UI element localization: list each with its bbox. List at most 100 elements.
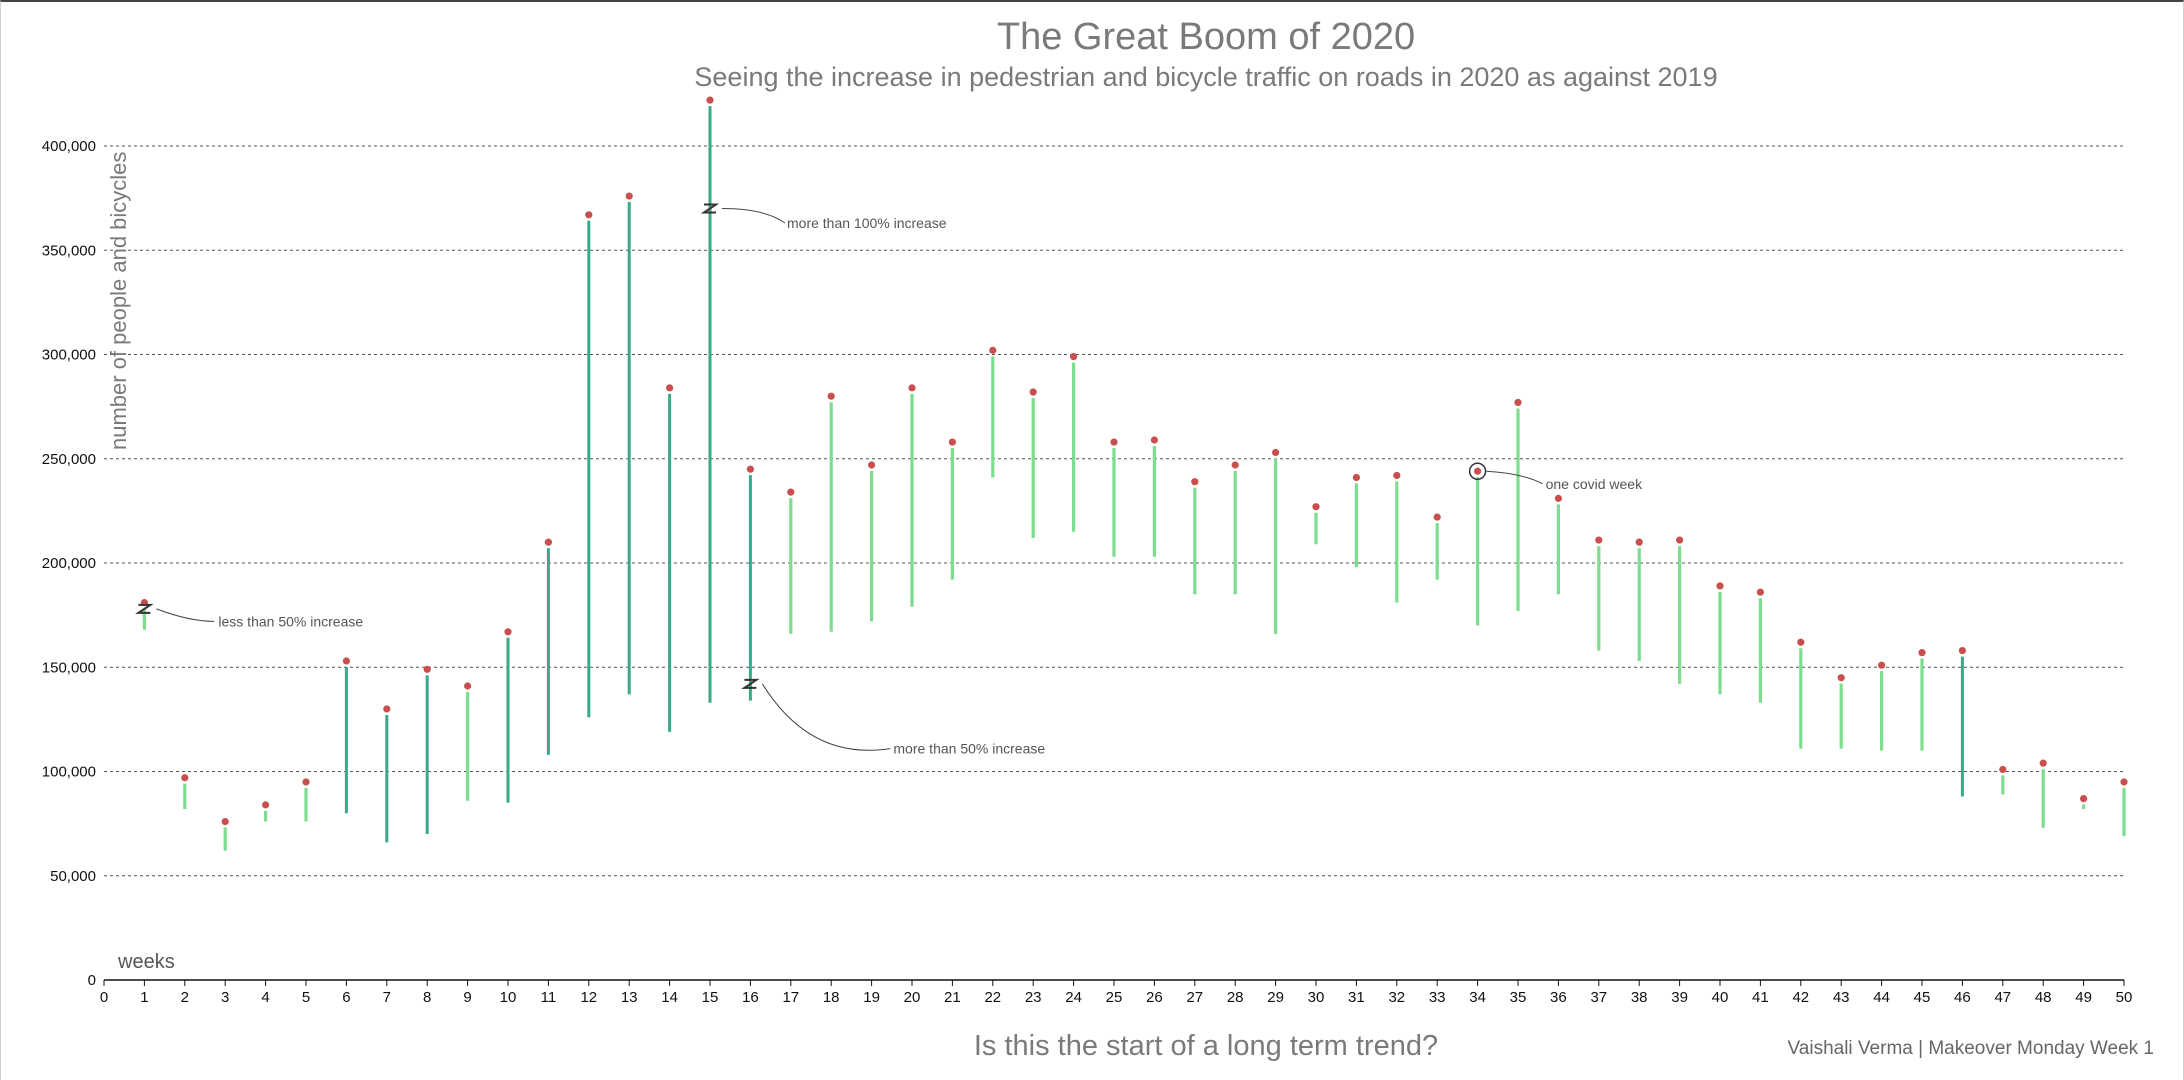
y-axis-title: number of people and bicycles (106, 152, 131, 450)
x-tick-label: 0 (100, 989, 108, 1006)
x-axis-unit-label: weeks (117, 951, 175, 973)
dot-week-35 (1514, 398, 1522, 407)
dot-week-30 (1312, 503, 1320, 511)
annotation-text: more than 50% increase (893, 741, 1045, 757)
dot-week-28 (1231, 461, 1239, 469)
x-tick-label: 14 (661, 989, 678, 1006)
dot-week-31 (1352, 473, 1360, 482)
dot-week-13 (625, 192, 633, 200)
dot-week-27 (1191, 478, 1199, 486)
dot-week-48 (2039, 759, 2047, 767)
x-tick-label: 19 (863, 989, 880, 1006)
dot-week-34 (1474, 467, 1482, 475)
y-tick-label: 0 (88, 972, 96, 989)
dot-week-50 (2120, 778, 2128, 786)
x-tick-label: 43 (1833, 989, 1850, 1006)
x-tick-label: 36 (1550, 989, 1567, 1006)
dot-week-5 (302, 778, 310, 786)
annotation-marker (1468, 462, 1487, 481)
y-tick-label: 250,000 (42, 451, 96, 468)
annotation-connector (721, 208, 786, 224)
annotation-connector (761, 683, 891, 751)
dot-week-22 (989, 346, 997, 354)
x-tick-label: 33 (1429, 989, 1446, 1006)
annotation-connector (156, 608, 215, 622)
x-tick-label: 31 (1348, 989, 1365, 1006)
dot-week-9 (464, 682, 472, 690)
x-tick-label: 47 (1994, 989, 2011, 1006)
dot-week-6 (342, 657, 350, 665)
annotation-text: less than 50% increase (218, 613, 363, 629)
x-tick-label: 21 (944, 989, 961, 1006)
x-tick-label: 6 (342, 989, 350, 1006)
x-tick-label: 48 (2035, 989, 2052, 1006)
chart-subtitle: Seeing the increase in pedestrian and bi… (694, 62, 1718, 92)
dot-week-4 (262, 801, 270, 809)
dot-week-14 (666, 384, 674, 392)
x-tick-label: 39 (1671, 989, 1688, 1006)
dot-week-24 (1070, 352, 1078, 361)
x-tick-label: 27 (1186, 989, 1203, 1006)
x-tick-label: 40 (1712, 989, 1729, 1006)
x-tick-label: 49 (2075, 989, 2092, 1006)
dot-week-47 (1999, 765, 2007, 774)
dot-week-37 (1595, 536, 1603, 544)
dot-week-23 (1029, 388, 1037, 396)
dot-week-12 (585, 211, 593, 219)
dot-week-39 (1676, 536, 1684, 544)
dot-week-20 (908, 384, 916, 392)
dot-week-17 (787, 488, 795, 496)
credit-text: Vaishali Verma | Makeover Monday Week 1 (1787, 1038, 2154, 1059)
x-tick-label: 35 (1510, 989, 1527, 1006)
x-tick-label: 29 (1267, 989, 1284, 1006)
dot-week-36 (1554, 494, 1562, 502)
dot-week-29 (1272, 448, 1280, 457)
x-tick-label: 15 (702, 989, 719, 1006)
dot-week-40 (1716, 582, 1724, 590)
annotation-marker (741, 678, 760, 689)
x-tick-label: 30 (1308, 989, 1325, 1006)
dot-week-7 (383, 705, 391, 713)
x-tick-label: 41 (1752, 989, 1769, 1006)
x-tick-label: 13 (621, 989, 638, 1006)
dot-week-8 (423, 665, 431, 673)
dot-week-25 (1110, 438, 1118, 446)
dot-week-11 (544, 538, 553, 546)
x-tick-label: 37 (1590, 989, 1607, 1006)
x-tick-label: 25 (1106, 989, 1123, 1006)
x-tick-label: 5 (302, 989, 310, 1006)
x-tick-label: 22 (984, 989, 1001, 1006)
y-tick-label: 150,000 (42, 659, 96, 676)
y-tick-label: 300,000 (42, 347, 96, 364)
x-tick-label: 8 (423, 989, 431, 1006)
x-tick-label: 9 (463, 989, 471, 1006)
x-tick-label: 34 (1469, 989, 1486, 1006)
x-tick-label: 24 (1065, 989, 1082, 1006)
x-tick-label: 46 (1954, 989, 1971, 1006)
x-tick-label: 38 (1631, 989, 1648, 1006)
dot-week-3 (221, 817, 229, 826)
annotation-marker (700, 203, 720, 214)
x-tick-label: 32 (1388, 989, 1405, 1006)
dot-week-42 (1797, 638, 1805, 646)
x-tick-label: 45 (1914, 989, 1931, 1006)
y-tick-label: 200,000 (42, 555, 96, 572)
annotation-marker (135, 603, 154, 614)
x-tick-label: 11 (541, 989, 557, 1006)
y-tick-label: 100,000 (42, 764, 96, 781)
dot-week-19 (868, 461, 876, 469)
x-tick-label: 12 (580, 989, 597, 1006)
chart-title: The Great Boom of 2020 (996, 16, 1416, 58)
x-tick-label: 28 (1227, 989, 1244, 1006)
annotation-connector (1486, 470, 1543, 485)
x-tick-label: 50 (2116, 989, 2133, 1006)
dot-week-41 (1756, 588, 1764, 596)
dot-week-38 (1635, 538, 1643, 546)
dot-week-2 (181, 774, 189, 782)
x-tick-label: 10 (500, 989, 517, 1006)
x-tick-label: 18 (823, 989, 840, 1006)
dot-week-10 (504, 628, 512, 636)
dot-week-18 (827, 392, 835, 400)
dot-week-16 (746, 465, 755, 473)
